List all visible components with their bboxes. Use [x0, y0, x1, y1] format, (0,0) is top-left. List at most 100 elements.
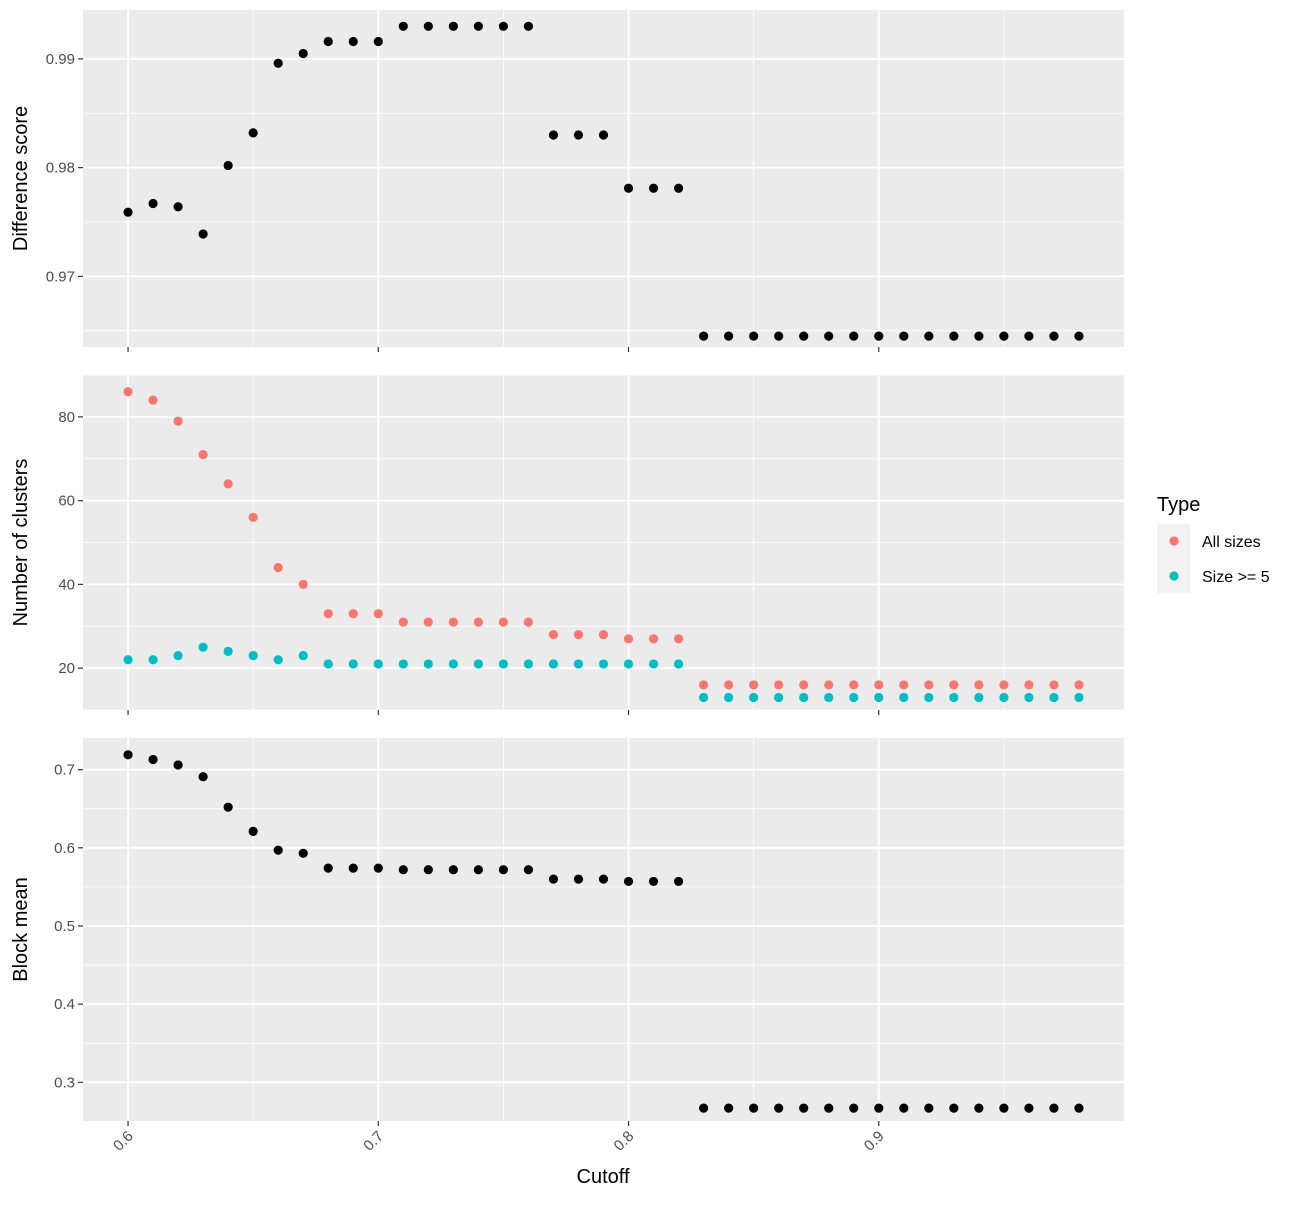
data-point — [598, 130, 609, 140]
data-point — [974, 692, 984, 703]
data-point — [298, 848, 308, 858]
data-point — [448, 617, 458, 627]
data-point — [1049, 692, 1059, 703]
y-tick-label: 0.5 — [54, 918, 75, 935]
data-point — [573, 130, 584, 140]
legend-label-size-ge-5: Size >= 5 — [1202, 569, 1270, 586]
data-point — [1024, 680, 1034, 690]
x-tick-label: 0.9 — [861, 1128, 888, 1155]
data-point — [874, 331, 884, 341]
y-tick-label: 0.98 — [46, 160, 75, 177]
data-point — [448, 659, 458, 669]
data-point — [698, 331, 709, 341]
data-point — [648, 183, 659, 193]
data-point — [698, 692, 709, 703]
data-point — [924, 1103, 934, 1113]
data-point — [248, 650, 258, 661]
data-point — [273, 58, 283, 68]
data-point — [648, 634, 659, 644]
data-point — [323, 863, 333, 873]
data-point — [598, 874, 609, 884]
data-point — [398, 659, 408, 669]
panel-background — [83, 738, 1124, 1121]
legend-title: Type — [1157, 494, 1200, 516]
legend-label-all-sizes: All sizes — [1202, 534, 1261, 551]
data-point — [198, 772, 208, 782]
data-point — [373, 36, 383, 47]
data-point — [223, 802, 233, 812]
data-point — [248, 512, 258, 522]
data-point — [173, 202, 183, 212]
data-point — [473, 659, 483, 669]
data-point — [323, 609, 333, 619]
y-tick-label: 0.97 — [46, 268, 75, 285]
y-tick-label: 80 — [58, 409, 75, 426]
data-point — [623, 876, 634, 887]
data-point — [523, 865, 534, 875]
data-point — [348, 36, 358, 47]
data-point — [949, 1103, 959, 1113]
data-point — [974, 1103, 984, 1113]
data-point — [849, 680, 859, 690]
x-axis-title: Cutoff — [577, 1166, 630, 1188]
y-tick-label: 0.6 — [54, 840, 75, 857]
data-point — [148, 198, 158, 209]
series-all-sizes — [123, 387, 1084, 690]
data-point — [223, 160, 233, 171]
data-point — [1074, 680, 1084, 690]
y-axis-title: Block mean — [10, 877, 32, 982]
data-point — [523, 659, 534, 669]
y-tick-label: 40 — [58, 576, 75, 593]
data-point — [373, 659, 383, 669]
legend-key-size-ge-5 — [1169, 571, 1179, 581]
data-point — [724, 1103, 734, 1113]
data-point — [924, 692, 934, 703]
y-axis-title: Number of clusters — [10, 459, 32, 627]
data-point — [598, 659, 609, 669]
data-point — [623, 183, 634, 193]
data-point — [1074, 331, 1084, 341]
series-size-5 — [123, 642, 1084, 703]
data-point — [323, 659, 333, 669]
legend: Type All sizes Size >= 5 — [1157, 494, 1270, 593]
data-point — [774, 1103, 784, 1113]
data-point — [198, 229, 208, 239]
data-point — [473, 21, 483, 31]
data-point — [899, 331, 909, 341]
data-point — [648, 876, 659, 887]
data-point — [273, 563, 283, 573]
data-point — [749, 692, 759, 703]
data-point — [999, 331, 1009, 341]
data-point — [874, 680, 884, 690]
panel-1: 0.97 0.98 0.99 Difference score — [10, 10, 1124, 352]
data-point — [724, 331, 734, 341]
y-tick-label: 0.7 — [54, 762, 75, 779]
panel-2: 20 40 60 80 Number of clusters — [10, 374, 1124, 715]
data-point — [123, 207, 133, 217]
panels-layer: 0.97 0.98 0.99 Difference score 20 40 60 80 Numb… — [10, 10, 1124, 1155]
data-point — [974, 680, 984, 690]
data-point — [398, 21, 408, 31]
data-point — [1049, 680, 1059, 690]
data-point — [774, 680, 784, 690]
data-point — [148, 395, 158, 405]
data-point — [548, 130, 559, 140]
data-point — [498, 617, 509, 627]
data-point — [824, 692, 834, 703]
data-point — [824, 680, 834, 690]
data-point — [198, 642, 208, 652]
data-point — [874, 692, 884, 703]
data-point — [949, 680, 959, 690]
data-point — [673, 634, 684, 644]
data-point — [423, 21, 433, 31]
legend-key-background — [1157, 524, 1190, 593]
series-1 — [123, 750, 1084, 1113]
data-point — [573, 630, 584, 640]
data-point — [1024, 692, 1034, 703]
data-point — [799, 680, 809, 690]
data-point — [498, 659, 509, 669]
data-point — [899, 680, 909, 690]
data-point — [924, 331, 934, 341]
data-point — [849, 692, 859, 703]
